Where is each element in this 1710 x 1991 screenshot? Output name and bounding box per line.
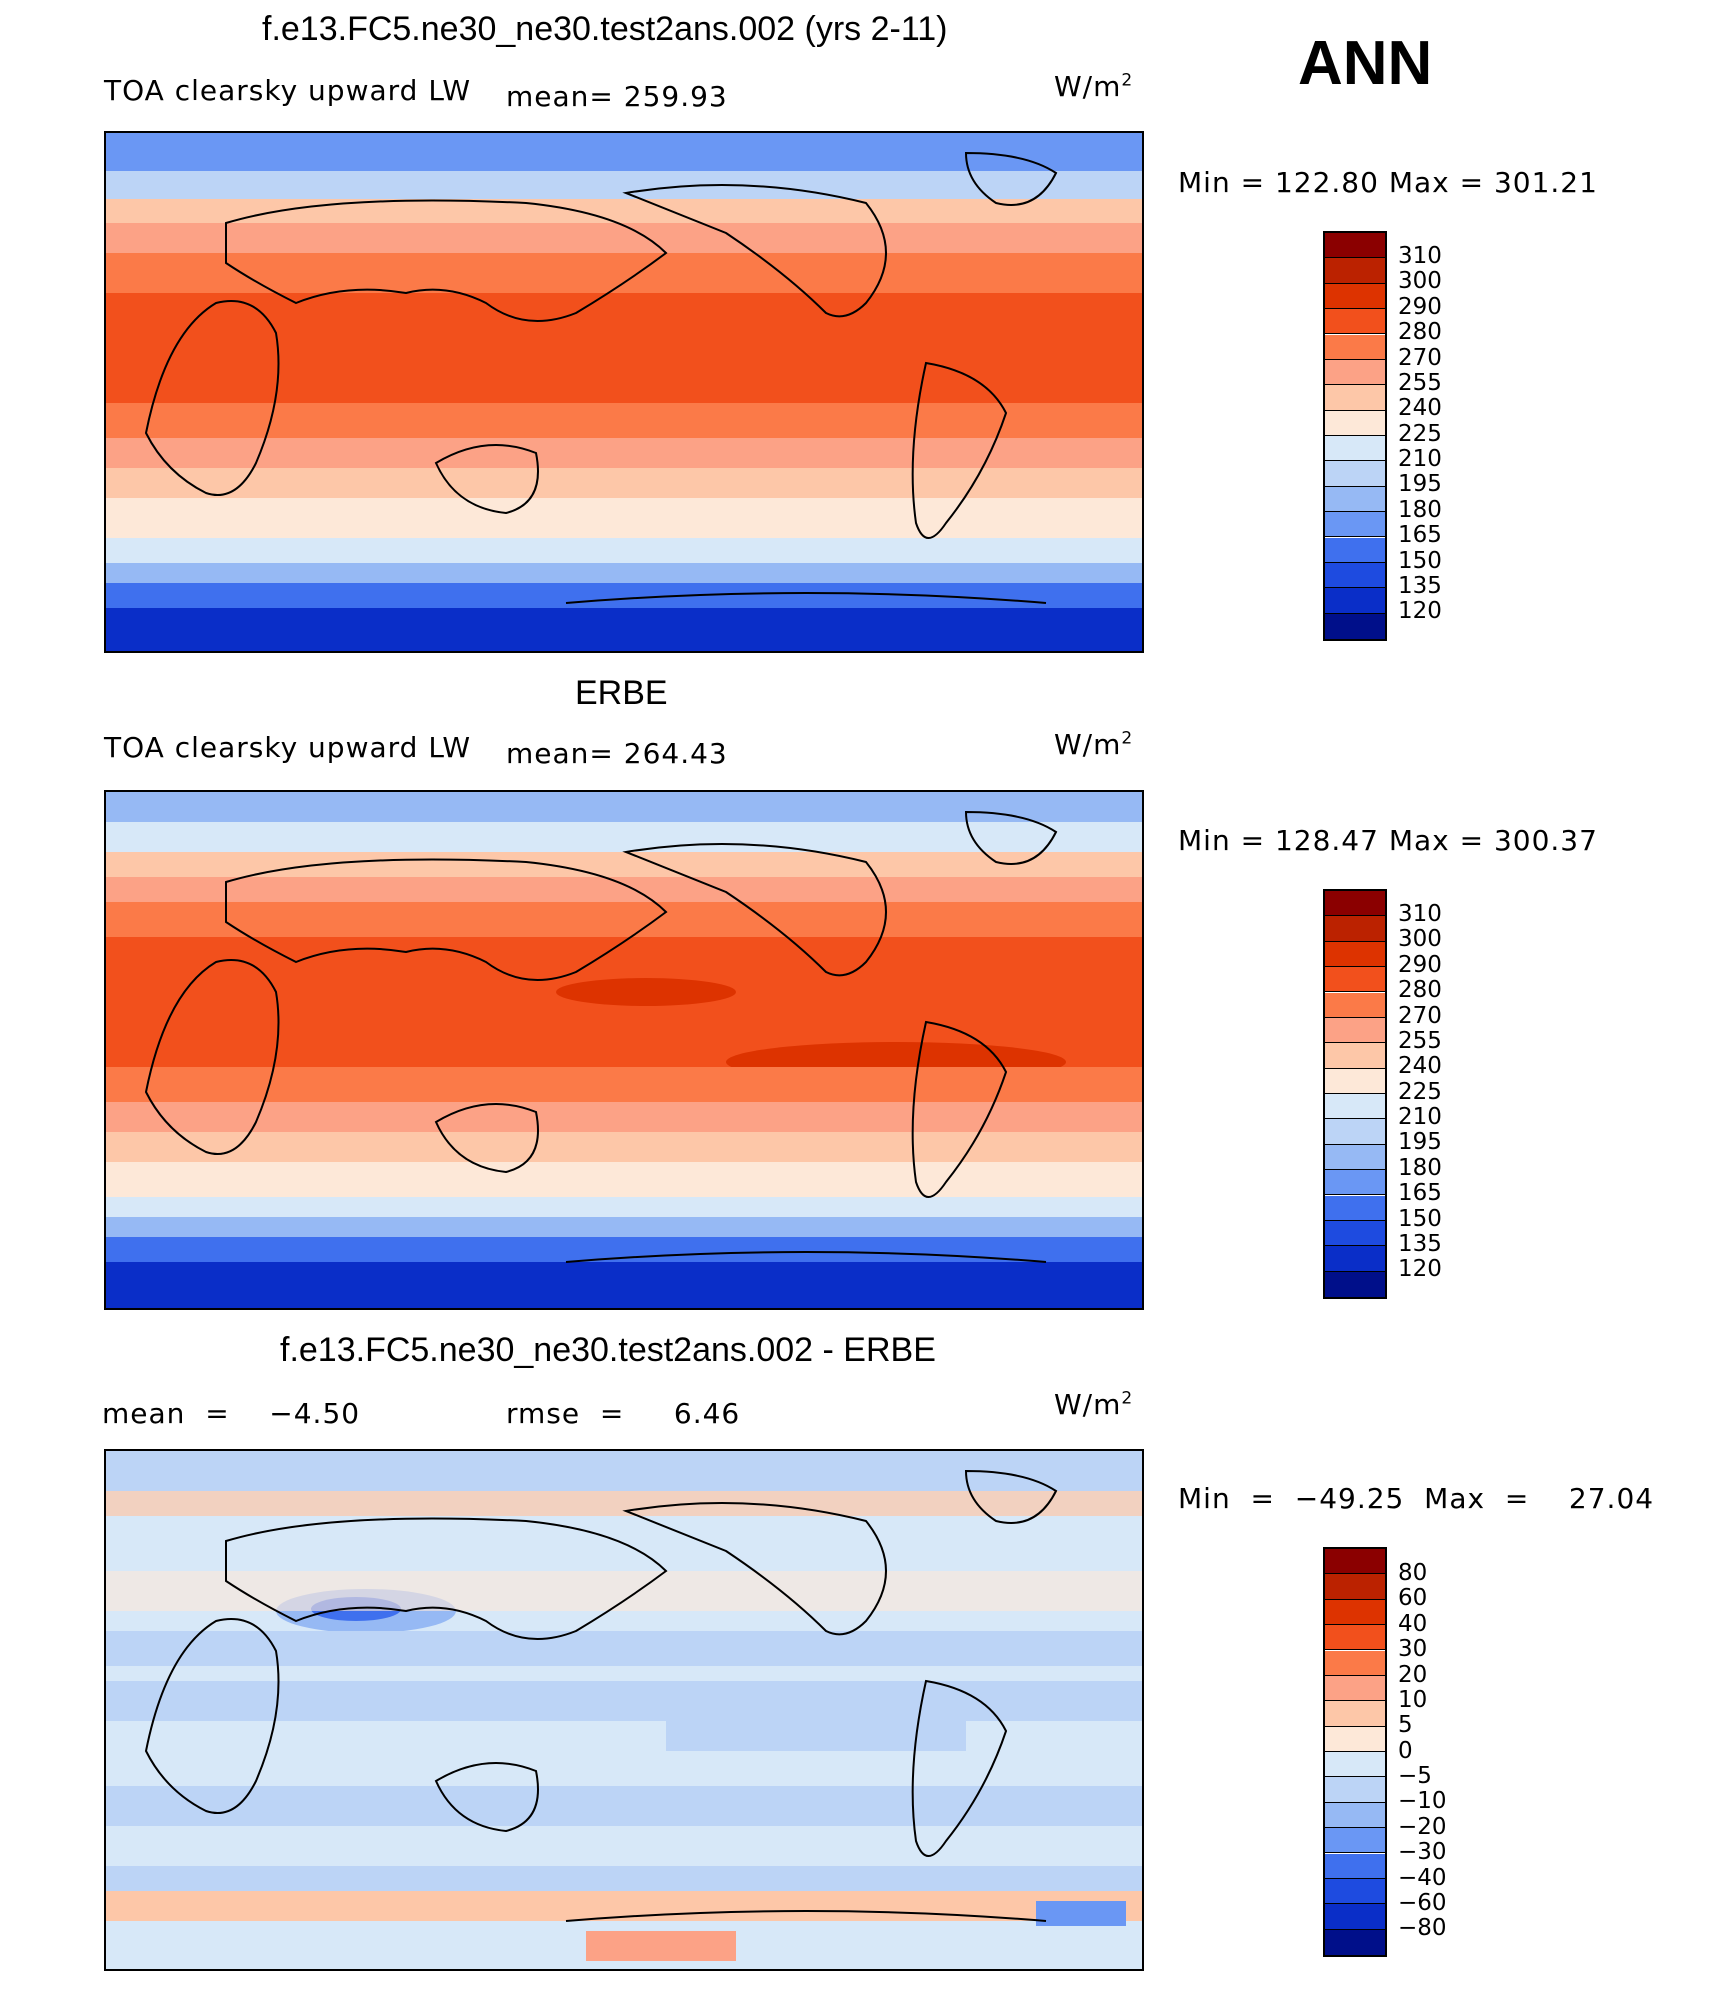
- cb3-label-9: −10: [1398, 1788, 1447, 1814]
- panel1-title: f.e13.FC5.ne30_ne30.test2ans.002 (yrs 2-…: [262, 10, 948, 48]
- cb1-label-0: 310: [1398, 243, 1442, 269]
- cb1-label-7: 225: [1398, 421, 1442, 447]
- cb3-label-11: −30: [1398, 1839, 1447, 1865]
- cb2-label-3: 280: [1398, 977, 1442, 1003]
- panel2-title: ERBE: [575, 674, 668, 712]
- cb1-label-6: 240: [1398, 395, 1442, 421]
- panel3-map: [104, 1449, 1144, 1971]
- cb2-label-6: 240: [1398, 1053, 1442, 1079]
- panel2-map: [104, 790, 1144, 1310]
- cb2-label-2: 290: [1398, 952, 1442, 978]
- cb2-label-10: 180: [1398, 1155, 1442, 1181]
- panel2-variable: TOA clearsky upward LW: [104, 731, 472, 764]
- cb3-label-8: −5: [1398, 1763, 1432, 1789]
- cb3-label-10: −20: [1398, 1814, 1447, 1840]
- cb2-label-8: 210: [1398, 1104, 1442, 1130]
- cb3-label-13: −60: [1398, 1890, 1447, 1916]
- panel2-minmax: Min = 128.47 Max = 300.37: [1178, 824, 1598, 857]
- cb1-label-13: 135: [1398, 573, 1442, 599]
- cb1-label-9: 195: [1398, 471, 1442, 497]
- panel1-variable: TOA clearsky upward LW: [104, 74, 472, 107]
- cb1-label-14: 120: [1398, 598, 1442, 624]
- cb1-label-5: 255: [1398, 370, 1442, 396]
- cb3-label-12: −40: [1398, 1865, 1447, 1891]
- cb2-label-4: 270: [1398, 1003, 1442, 1029]
- panel3-rmse: rmse = 6.46: [506, 1397, 741, 1430]
- cb1-label-1: 300: [1398, 268, 1442, 294]
- cb3-label-6: 5: [1398, 1712, 1413, 1738]
- cb3-label-0: 80: [1398, 1560, 1428, 1586]
- panel3-title: f.e13.FC5.ne30_ne30.test2ans.002 - ERBE: [280, 1331, 936, 1369]
- panel3-colorbar: [1323, 1547, 1387, 1957]
- cb1-label-11: 165: [1398, 522, 1442, 548]
- panel2-units: W/m2: [1054, 728, 1134, 761]
- cb2-label-5: 255: [1398, 1028, 1442, 1054]
- cb1-label-12: 150: [1398, 548, 1442, 574]
- cb2-label-14: 120: [1398, 1256, 1442, 1282]
- cb2-label-9: 195: [1398, 1129, 1442, 1155]
- cb1-label-10: 180: [1398, 497, 1442, 523]
- cb2-label-1: 300: [1398, 926, 1442, 952]
- cb3-label-1: 60: [1398, 1585, 1428, 1611]
- cb3-label-2: 40: [1398, 1611, 1428, 1637]
- panel1-map: [104, 131, 1144, 653]
- panel1-units: W/m2: [1054, 70, 1134, 103]
- panel1-minmax: Min = 122.80 Max = 301.21: [1178, 166, 1598, 199]
- cb1-label-2: 290: [1398, 294, 1442, 320]
- panel3-units: W/m2: [1054, 1388, 1134, 1421]
- cb3-label-4: 20: [1398, 1662, 1428, 1688]
- cb2-label-11: 165: [1398, 1180, 1442, 1206]
- panel3-minmax: Min = −49.25 Max = 27.04: [1178, 1482, 1655, 1515]
- cb3-label-5: 10: [1398, 1687, 1428, 1713]
- panel3-mean: mean = −4.50: [102, 1397, 361, 1430]
- cb2-label-0: 310: [1398, 901, 1442, 927]
- panel1-mean: mean= 259.93: [506, 80, 728, 113]
- cb1-label-4: 270: [1398, 345, 1442, 371]
- cb3-label-7: 0: [1398, 1738, 1413, 1764]
- panel1-colorbar: [1323, 231, 1387, 641]
- cb3-label-14: −80: [1398, 1915, 1447, 1941]
- panel2-mean: mean= 264.43: [506, 737, 728, 770]
- season-label: ANN: [1298, 29, 1433, 98]
- panel2-colorbar: [1323, 889, 1387, 1299]
- cb1-label-3: 280: [1398, 319, 1442, 345]
- cb3-label-3: 30: [1398, 1636, 1428, 1662]
- cb2-label-12: 150: [1398, 1206, 1442, 1232]
- cb2-label-13: 135: [1398, 1231, 1442, 1257]
- cb1-label-8: 210: [1398, 446, 1442, 472]
- cb2-label-7: 225: [1398, 1079, 1442, 1105]
